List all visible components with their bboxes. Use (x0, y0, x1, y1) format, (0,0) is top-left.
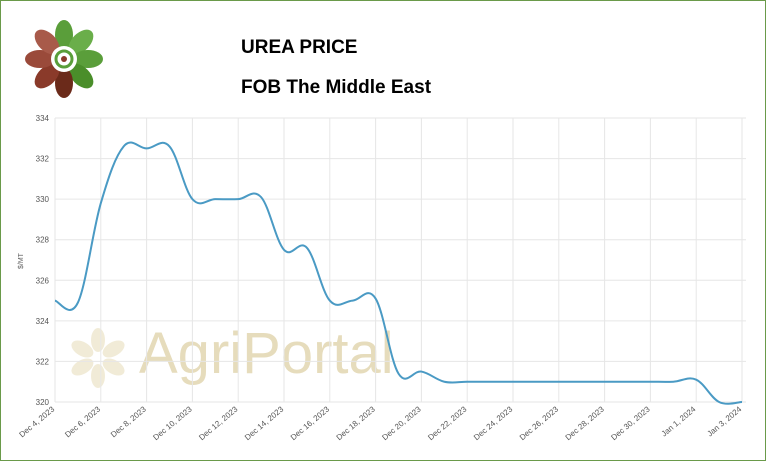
logo (25, 20, 103, 98)
y-tick-label: 324 (36, 317, 50, 326)
y-tick-label: 334 (36, 114, 50, 123)
x-tick-label: Dec 16, 2023 (289, 404, 332, 442)
x-tick-label: Dec 12, 2023 (197, 404, 240, 442)
y-tick-label: 330 (36, 195, 50, 204)
y-tick-label: 320 (36, 398, 50, 407)
y-tick-label: 328 (36, 236, 50, 245)
x-tick-label: Jan 3, 2024 (705, 404, 743, 438)
chart-subtitle: FOB The Middle East (241, 77, 432, 98)
x-tick-label: Dec 8, 2023 (109, 404, 148, 439)
x-tick-label: Dec 18, 2023 (335, 404, 378, 442)
x-tick-label: Dec 28, 2023 (564, 404, 607, 442)
chart-title: UREA PRICE (241, 37, 357, 58)
x-tick-label: Dec 14, 2023 (243, 404, 286, 442)
y-tick-label: 332 (36, 155, 50, 164)
x-tick-label: Dec 4, 2023 (17, 404, 56, 439)
price-line (54, 141, 743, 405)
x-tick-label: Dec 30, 2023 (609, 404, 652, 442)
x-tick-label: Dec 6, 2023 (63, 404, 102, 439)
y-tick-label: 326 (36, 276, 50, 285)
watermark: AgriPortal (139, 321, 394, 386)
x-tick-label: Dec 22, 2023 (426, 404, 469, 442)
x-tick-label: Dec 26, 2023 (518, 404, 561, 442)
y-tick-label: 322 (36, 357, 50, 366)
x-tick-label: Dec 20, 2023 (380, 404, 423, 442)
y-axis-label: $/MT (18, 252, 25, 269)
x-tick-label: Dec 10, 2023 (151, 404, 194, 442)
watermark-icon (71, 328, 125, 388)
x-tick-label: Jan 1, 2024 (660, 404, 698, 438)
x-tick-label: Dec 24, 2023 (472, 404, 515, 442)
